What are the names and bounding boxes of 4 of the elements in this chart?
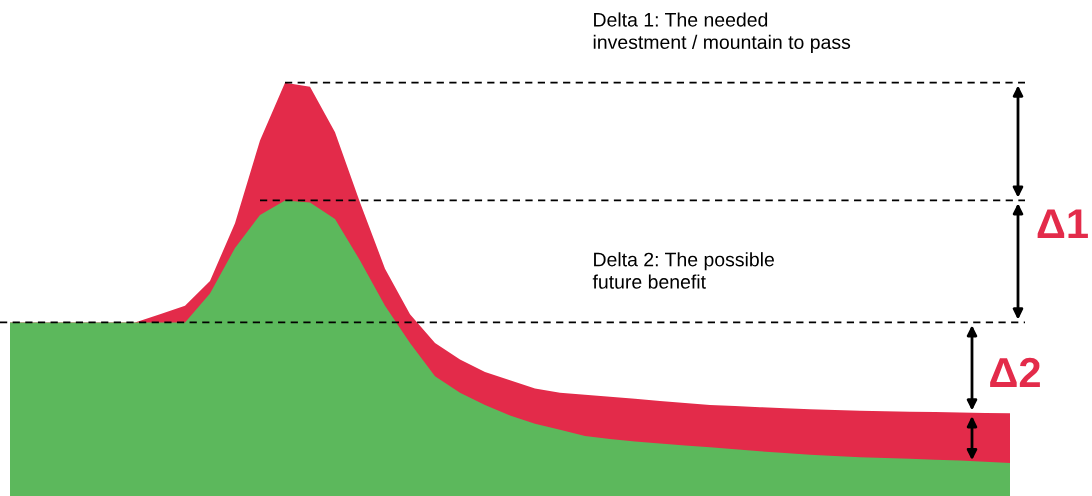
annotation: Delta 2: The possible future benefit	[592, 252, 774, 289]
text: Delta 1: The needed investment / mountain to pass	[593, 12, 851, 53]
annotation: Δ2	[990, 357, 1040, 387]
text: Δ1	[1037, 209, 1088, 239]
